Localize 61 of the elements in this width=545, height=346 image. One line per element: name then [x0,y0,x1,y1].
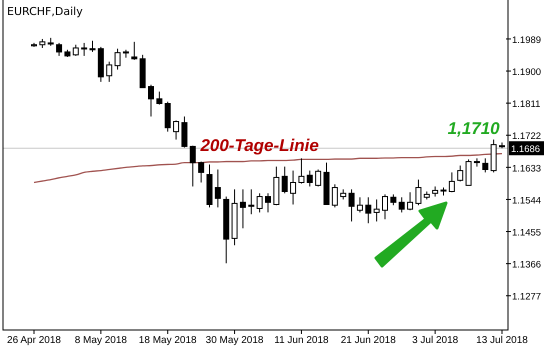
y-tick-label: 1.1544 [512,195,542,206]
annotation: 1,1710 [448,119,500,138]
candlestick [457,165,464,182]
ref-line-label: 1.1686 [511,144,540,156]
candlestick [290,170,296,205]
candlestick [340,188,346,200]
candlestick [131,41,138,60]
candlestick [448,172,455,193]
candlestick [173,120,180,140]
candlestick [365,196,372,224]
x-tick-label: 18 May 2018 [138,335,198,346]
candlestick [332,184,338,208]
candlestick [106,61,112,82]
candlestick [356,196,363,213]
candlestick [90,40,96,52]
x-tick-label: 21 Jun 2018 [340,335,396,346]
series-label: 200-Tage-Linie [199,136,319,155]
x-tick-label: 8 May 2018 [74,335,128,346]
candlestick [374,198,380,222]
candlestick [72,44,79,56]
x-tick-label: 26 Apr 2018 [7,335,62,346]
candlestick [315,169,322,187]
text: EURCHF,Daily [7,5,84,18]
candlestick [382,194,388,220]
candlestick [248,188,254,215]
x-tick-label: 11 Jun 2018 [274,335,330,346]
candlestick [240,188,246,229]
candlestick [398,196,405,213]
candlestick [181,116,188,148]
candlestick [190,145,196,187]
candlestick [214,169,221,208]
y-tick-label: 1.1366 [512,260,542,271]
candlestick [256,192,263,213]
y-tick-label: 1.1811 [512,99,540,110]
candlestick [432,186,438,198]
y-tick-label: 1.1989 [512,34,542,46]
y-tick-label: 1.1277 [512,292,542,303]
candlestick [482,158,488,173]
y-tick-label: 1.1722 [512,131,542,142]
candlestick [282,166,288,194]
candlestick [265,192,271,213]
x-tick-label: 30 May 2018 [206,335,264,346]
candlestick [39,38,46,48]
candlestick [298,158,304,184]
candlestick [81,42,88,56]
candlestick [148,84,154,117]
candlestick [306,170,313,187]
candlestick [56,42,62,56]
x-tick-label: 3 Jul 2018 [412,335,459,346]
y-tick-label: 1.1633 [512,163,542,174]
candlestick [198,161,204,183]
candlestick [390,194,396,206]
candlestick [466,158,472,186]
candlestick [156,91,162,106]
candlestick [407,192,414,211]
y-tick-label: 1.1900 [512,67,542,78]
candlestick [415,179,422,206]
x-tick-label: 13 Jul 2018 [476,335,528,346]
candlestick [114,48,121,70]
y-tick-label: 1.1455 [512,228,542,239]
candlestick [348,188,355,222]
